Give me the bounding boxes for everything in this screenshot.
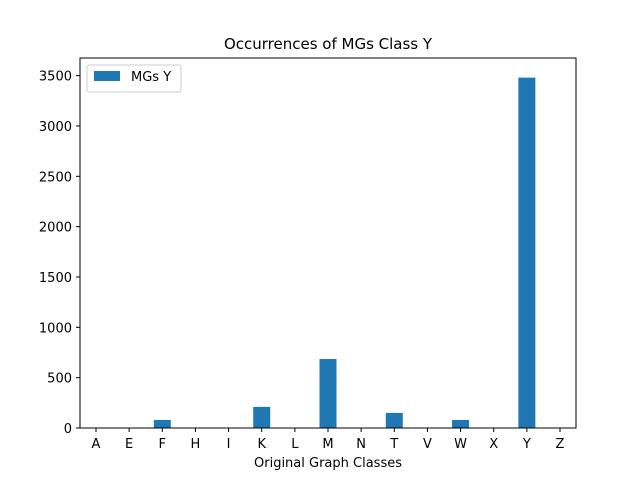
x-tick-label: W xyxy=(454,437,467,452)
x-axis-label: Original Graph Classes xyxy=(254,456,402,471)
y-tick-label: 3500 xyxy=(39,70,72,85)
bar-T xyxy=(385,412,403,428)
y-tick-label: 0 xyxy=(64,422,72,437)
y-tick-label: 1000 xyxy=(39,321,72,336)
x-tick-label: Z xyxy=(556,437,565,452)
x-tick-label: E xyxy=(125,437,133,452)
y-tick-label: 2500 xyxy=(39,170,72,185)
legend: MGs Y xyxy=(86,64,182,93)
bar-M xyxy=(319,359,337,428)
bar-K xyxy=(253,406,271,428)
x-tick-label: A xyxy=(92,437,101,452)
y-tick-label: 500 xyxy=(47,372,72,387)
y-tick-label: 2000 xyxy=(39,221,72,236)
plot-area: A E F H I K L M N T V W X Y Z 0 500 1000 1500 2000 2500 3000 3… xyxy=(39,70,565,452)
x-tick-label: N xyxy=(356,437,366,452)
x-tick-label: K xyxy=(257,437,266,452)
x-tick-label: L xyxy=(291,437,299,452)
y-tick-label: 3000 xyxy=(39,120,72,135)
x-tick-label: H xyxy=(191,437,201,452)
bar-F xyxy=(153,419,171,428)
x-tick-label: F xyxy=(159,437,166,452)
chart-title: Occurrences of MGs Class Y xyxy=(224,35,433,53)
x-tick-label: T xyxy=(389,437,398,452)
x-tick-label: X xyxy=(489,437,498,452)
x-tick-label: Y xyxy=(522,437,531,452)
legend-label: MGs Y xyxy=(131,70,171,85)
x-tick-label: I xyxy=(227,437,231,452)
plot-frame xyxy=(79,57,577,429)
x-tick-label: V xyxy=(423,437,432,452)
legend-swatch xyxy=(94,71,120,81)
bar-W xyxy=(452,419,470,428)
x-tick-label: M xyxy=(322,437,333,452)
y-tick-label: 1500 xyxy=(39,271,72,286)
bar-Y xyxy=(518,77,536,428)
